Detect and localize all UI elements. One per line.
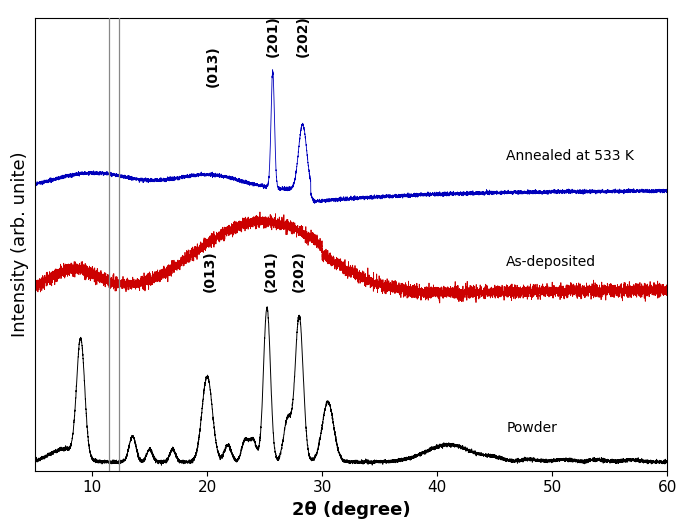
Text: (201): (201) [266, 15, 280, 57]
X-axis label: 2θ (degree): 2θ (degree) [292, 501, 410, 519]
Text: Annealed at 533 K: Annealed at 533 K [506, 149, 634, 163]
Text: (013): (013) [202, 250, 217, 292]
Y-axis label: Intensity (arb. unite): Intensity (arb. unite) [11, 152, 29, 337]
Text: (202): (202) [292, 250, 306, 292]
Text: (201): (201) [264, 250, 277, 292]
Text: As-deposited: As-deposited [506, 254, 596, 269]
Text: (013): (013) [206, 45, 220, 87]
Text: (202): (202) [296, 15, 310, 57]
Text: Powder: Powder [506, 420, 557, 435]
